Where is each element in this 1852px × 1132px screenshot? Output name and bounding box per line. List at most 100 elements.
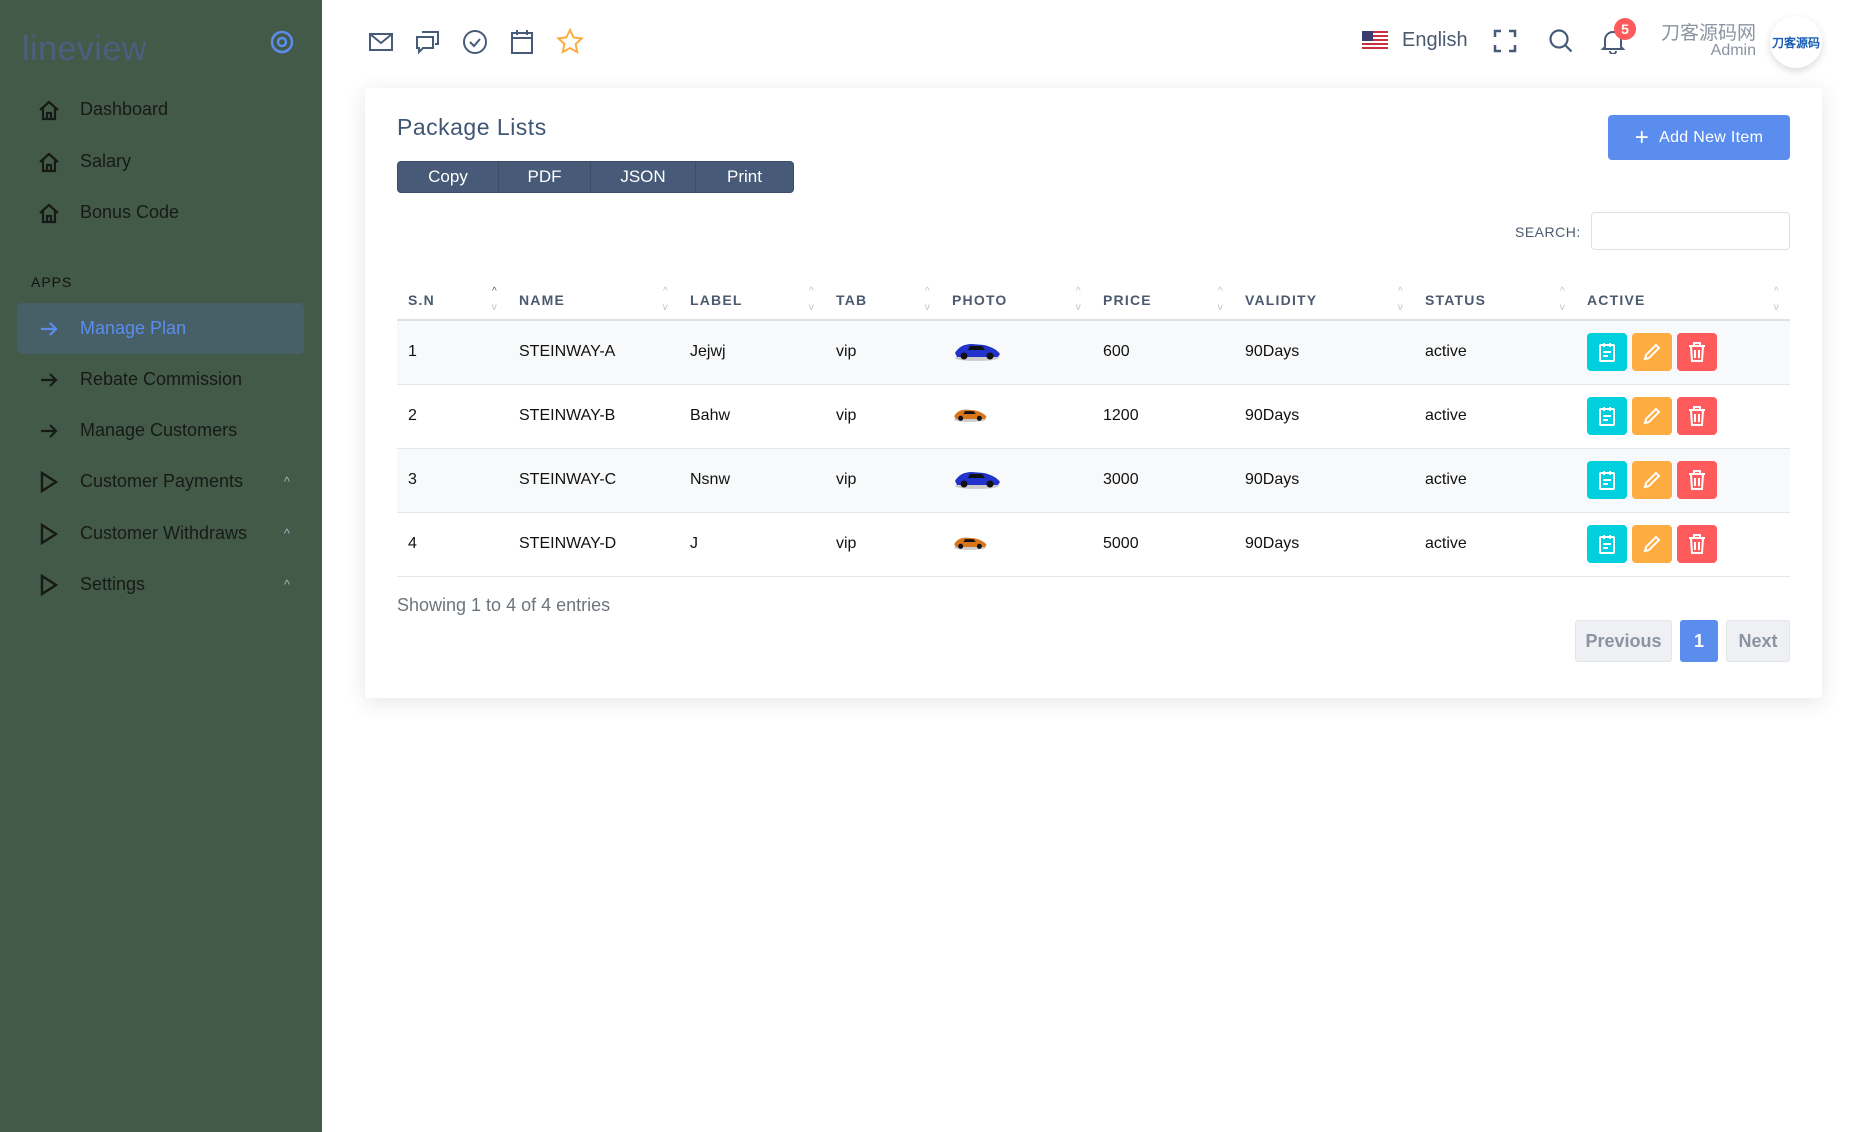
column-header-label: STATUS [1425, 291, 1487, 308]
chevron-up-icon[interactable]: ^ [283, 526, 290, 541]
delete-button[interactable] [1677, 461, 1717, 499]
column-header-name[interactable]: NAME ^ v [508, 280, 679, 321]
clipboard-icon [1599, 407, 1615, 426]
chevron-up-icon[interactable]: ^ [283, 474, 290, 489]
user-name: 刀客源码网 [1660, 23, 1756, 44]
delete-button[interactable] [1677, 333, 1717, 372]
package-table: S.N ^ v NAME ^ v LABEL ^ v TAB ^ v PHOTO ^ v PRICE ^ v VAL… [397, 280, 1790, 577]
car-photo [952, 343, 1002, 365]
logo[interactable]: lineview [22, 30, 147, 68]
json-button[interactable]: JSON [591, 162, 696, 192]
print-button[interactable]: Print [727, 167, 762, 186]
sort-icon[interactable]: ^ v [924, 286, 931, 313]
cell-actions [1576, 384, 1790, 449]
sort-icon[interactable]: ^ v [491, 286, 498, 313]
previous-page-button[interactable]: Previous [1575, 620, 1672, 662]
table-info: Showing 1 to 4 of 4 entries [397, 595, 611, 615]
home-icon [17, 202, 80, 224]
trash-icon [1689, 534, 1705, 554]
column-header-label: PHOTO [952, 291, 1008, 308]
avatar[interactable]: 刀客源码 [1770, 16, 1822, 68]
view-button[interactable] [1587, 333, 1627, 372]
add-new-item-label: Add New Item [1659, 128, 1764, 146]
home-icon [17, 151, 80, 173]
search-icon[interactable] [1548, 28, 1574, 59]
column-header-label[interactable]: LABEL ^ v [679, 280, 825, 321]
cell-status: active [1414, 320, 1576, 385]
column-header-status[interactable]: STATUS ^ v [1414, 280, 1576, 321]
sort-icon[interactable]: ^ v [662, 286, 669, 313]
clipboard-icon [1599, 471, 1615, 490]
cell-status: active [1414, 448, 1576, 513]
next-page-button[interactable]: Next [1726, 620, 1790, 662]
column-header-sn[interactable]: S.N ^ v [397, 280, 508, 321]
sort-icon[interactable]: ^ v [1559, 286, 1566, 313]
column-header-active[interactable]: ACTIVE ^ v [1576, 280, 1790, 321]
view-button[interactable] [1587, 525, 1627, 563]
star-icon[interactable] [556, 27, 584, 56]
edit-button[interactable] [1632, 397, 1672, 435]
column-header-label: LABEL [690, 291, 743, 308]
table-row: 4 STEINWAY-D J vip 5000 90Days active [397, 512, 1790, 577]
pencil-icon [1643, 343, 1661, 361]
column-header-price[interactable]: PRICE ^ v [1092, 280, 1234, 321]
fullscreen-icon[interactable] [1493, 29, 1517, 58]
edit-button[interactable] [1632, 461, 1672, 499]
cell-actions [1576, 320, 1790, 385]
column-header-validity[interactable]: VALIDITY ^ v [1234, 280, 1414, 321]
sidebar-item-bonus-code[interactable]: Bonus Code [17, 187, 304, 238]
edit-button[interactable] [1632, 525, 1672, 563]
cell-validity: 90Days [1234, 448, 1414, 513]
add-new-item-button[interactable]: + Add New Item [1608, 115, 1790, 160]
sidebar-item-label: Customer Payments [80, 471, 244, 491]
check-circle-icon[interactable] [461, 28, 489, 56]
page-1-button[interactable]: 1 [1680, 620, 1718, 662]
pdf-button[interactable]: PDF [499, 162, 591, 192]
sidebar-toggle-icon[interactable] [270, 30, 294, 59]
table-row: 3 STEINWAY-C Nsnw vip 3000 90Days active [397, 448, 1790, 513]
column-header-photo[interactable]: PHOTO ^ v [941, 280, 1092, 321]
cell-label: Jejwj [679, 320, 825, 385]
sidebar-item-label: Dashboard [80, 99, 169, 119]
cell-price: 3000 [1092, 448, 1234, 513]
copy-button[interactable]: Copy [398, 162, 499, 192]
arrow-right-icon [17, 423, 80, 439]
chevron-up-icon[interactable]: ^ [283, 577, 290, 592]
delete-button[interactable] [1677, 525, 1717, 563]
sidebar-item-rebate-commission[interactable]: Rebate Commission [17, 354, 304, 405]
car-photo [952, 471, 1002, 493]
sidebar-item-label: Customer Withdraws [80, 523, 248, 543]
mail-icon[interactable] [367, 28, 395, 56]
sidebar-item-manage-customers[interactable]: Manage Customers [17, 405, 304, 456]
chat-icon[interactable] [414, 28, 442, 56]
sort-icon[interactable]: ^ v [808, 286, 815, 313]
cell-name: STEINWAY-B [508, 384, 679, 449]
sort-icon[interactable]: ^ v [1397, 286, 1404, 313]
sort-icon[interactable]: ^ v [1773, 286, 1780, 313]
us-flag-icon[interactable] [1362, 31, 1388, 55]
delete-button[interactable] [1677, 397, 1717, 435]
view-button[interactable] [1587, 397, 1627, 435]
language-selector[interactable]: English [1402, 29, 1468, 51]
play-icon [17, 470, 80, 493]
cell-name: STEINWAY-D [508, 512, 679, 577]
cell-name: STEINWAY-A [508, 320, 679, 385]
sidebar-item-manage-plan[interactable]: Manage Plan [17, 303, 304, 354]
search-label: SEARCH: [1515, 224, 1581, 240]
sidebar-item-customer-withdraws[interactable]: Customer Withdraws ^ [17, 508, 304, 559]
clipboard-icon [1599, 535, 1615, 554]
search-input[interactable] [1591, 212, 1790, 250]
view-button[interactable] [1587, 461, 1627, 499]
calendar-icon[interactable] [508, 28, 536, 56]
sort-icon[interactable]: ^ v [1217, 286, 1224, 313]
sidebar-item-salary[interactable]: Salary [17, 136, 304, 187]
sidebar-item-customer-payments[interactable]: Customer Payments ^ [17, 456, 304, 507]
sort-icon[interactable]: ^ v [1075, 286, 1082, 313]
cell-label: Bahw [679, 384, 825, 449]
sidebar-item-settings[interactable]: Settings ^ [17, 559, 304, 610]
sidebar-item-dashboard[interactable]: Dashboard [17, 84, 304, 135]
edit-button[interactable] [1632, 333, 1672, 372]
cell-tab: vip [825, 512, 941, 577]
column-header-tab[interactable]: TAB ^ v [825, 280, 941, 321]
cell-validity: 90Days [1234, 320, 1414, 385]
